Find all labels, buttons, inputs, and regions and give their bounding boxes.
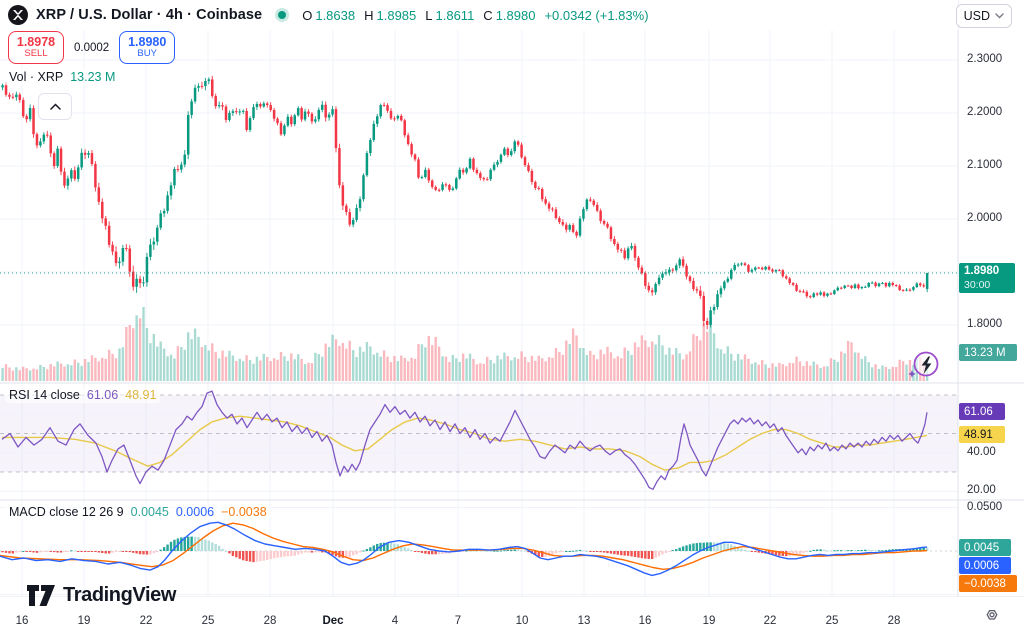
time-tick-label: 4 bbox=[391, 615, 399, 627]
time-tick-label: 22 bbox=[139, 615, 153, 627]
rsi-value: 61.06 bbox=[86, 388, 119, 402]
high-value: 1.8985 bbox=[376, 7, 417, 23]
time-tick-label: 19 bbox=[77, 615, 91, 627]
rsi-ma-value: 48.91 bbox=[125, 388, 157, 402]
market-status-icon bbox=[278, 11, 287, 19]
gear-icon[interactable] bbox=[984, 607, 1000, 628]
price-tick-label: 1.8000 bbox=[967, 318, 1003, 330]
sell-label: SELL bbox=[24, 48, 48, 60]
time-tick-label: 25 bbox=[825, 615, 839, 627]
buy-label: BUY bbox=[137, 48, 157, 60]
lightning-icon[interactable] bbox=[905, 349, 941, 387]
currency-selector-button[interactable]: USD bbox=[955, 4, 1012, 28]
last-price-value: 1.8980 bbox=[964, 265, 1000, 278]
volume-legend[interactable]: Vol · XRP 13.23 M bbox=[5, 69, 120, 85]
macd-hist-value: −0.0038 bbox=[221, 505, 267, 519]
price-tick-label: 2.2000 bbox=[967, 106, 1003, 118]
macd-value: 0.0045 bbox=[130, 505, 169, 519]
rsi-tick-label: 20.00 bbox=[967, 484, 996, 497]
macd-signal-value: 0.0006 bbox=[175, 505, 215, 519]
macd-tick-label: 0.0500 bbox=[967, 501, 1003, 513]
macd-legend-label: MACD close 12 26 9 bbox=[9, 505, 124, 519]
time-tick-label: 25 bbox=[201, 615, 215, 627]
low-value: 1.8611 bbox=[435, 7, 475, 23]
high-label: H bbox=[364, 7, 374, 23]
time-tick-label: 22 bbox=[763, 615, 777, 627]
macd-legend[interactable]: MACD close 12 26 9 0.0045 0.0006 −0.0038 bbox=[5, 504, 271, 520]
time-tick-label: 19 bbox=[702, 615, 716, 627]
rsi-ma-badge: 48.91 bbox=[959, 426, 1005, 443]
rsi-legend-label: RSI 14 close bbox=[9, 388, 80, 402]
collapse-pane-button[interactable] bbox=[38, 93, 72, 120]
sell-button[interactable]: 1.8978 SELL bbox=[8, 31, 64, 64]
time-tick-label: 16 bbox=[638, 615, 652, 627]
buy-button[interactable]: 1.8980 BUY bbox=[119, 31, 176, 64]
symbol-title[interactable]: XRP / U.S. Dollar · 4h · Coinbase bbox=[36, 7, 263, 23]
volume-badge: 13.23 M bbox=[959, 344, 1017, 361]
close-label: C bbox=[483, 7, 493, 23]
price-tick-label: 2.1000 bbox=[967, 159, 1003, 171]
currency-label: USD bbox=[963, 9, 990, 23]
close-value: 1.8980 bbox=[495, 7, 536, 23]
macd-signal-badge: 0.0006 bbox=[959, 557, 1011, 574]
open-label: O bbox=[302, 7, 313, 23]
rsi-badge: 61.06 bbox=[959, 403, 1005, 420]
rsi-legend[interactable]: RSI 14 close 61.06 48.91 bbox=[5, 387, 161, 403]
tradingview-logo-icon bbox=[27, 585, 55, 606]
chevron-up-icon bbox=[49, 103, 61, 110]
price-tick-label: 2.0000 bbox=[967, 212, 1003, 224]
time-tick-label: 10 bbox=[515, 615, 529, 627]
spread-value: 0.0002 bbox=[74, 41, 110, 54]
time-tick-label: 7 bbox=[454, 615, 462, 627]
time-tick-label: 28 bbox=[887, 615, 901, 627]
time-axis[interactable]: 16 19 22 25 28 Dec 4 7 10 13 16 19 22 25 28 bbox=[0, 597, 1024, 641]
low-label: L bbox=[425, 7, 433, 23]
open-value: 1.8638 bbox=[315, 7, 356, 23]
time-tick-label: 16 bbox=[15, 615, 29, 627]
volume-legend-value: 13.23 M bbox=[70, 70, 116, 84]
change-value: +0.0342 (+1.83%) bbox=[544, 7, 649, 23]
macd-badge: 0.0045 bbox=[959, 539, 1011, 556]
volume-legend-label: Vol · XRP bbox=[9, 70, 64, 84]
ohlc-values: O 1.8638 H 1.8985 L 1.8611 C 1.8980 +0.0342 … bbox=[302, 8, 648, 23]
last-price-badge: 1.8980 30:00 bbox=[959, 263, 1015, 293]
time-tick-label: Dec bbox=[322, 615, 344, 627]
xrp-logo-icon bbox=[8, 5, 28, 25]
rsi-tick-label: 40.00 bbox=[967, 445, 996, 458]
sell-price: 1.8978 bbox=[16, 34, 56, 49]
chevron-down-icon bbox=[995, 13, 1004, 19]
macd-hist-badge: −0.0038 bbox=[959, 575, 1017, 592]
price-tick-label: 2.3000 bbox=[967, 53, 1003, 65]
tradingview-logo[interactable]: TradingView bbox=[27, 584, 176, 607]
buy-price: 1.8980 bbox=[128, 34, 167, 49]
time-tick-label: 13 bbox=[577, 615, 591, 627]
time-tick-label: 28 bbox=[263, 615, 277, 627]
chart-header: XRP / U.S. Dollar · 4h · Coinbase O 1.863… bbox=[0, 0, 958, 30]
trade-buttons: 1.8978 SELL 0.0002 1.8980 BUY bbox=[8, 31, 176, 64]
tradingview-logo-text: TradingView bbox=[63, 584, 177, 606]
bar-countdown: 30:00 bbox=[964, 278, 991, 291]
